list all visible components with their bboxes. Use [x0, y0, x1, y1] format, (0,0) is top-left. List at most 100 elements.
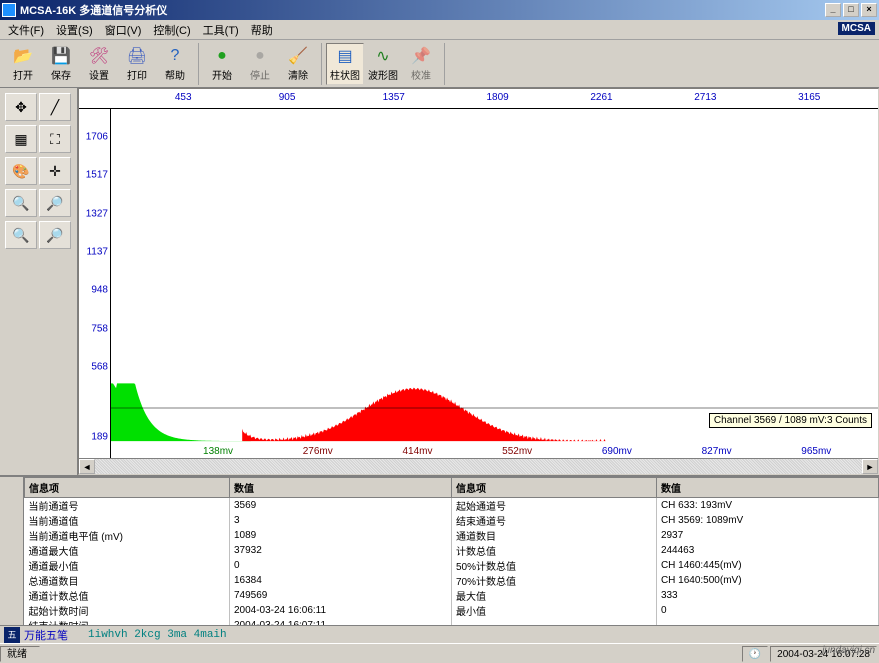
- palette-zoom-out2-button[interactable]: 🔎: [39, 221, 71, 249]
- chart-yaxis: 1706151713271137948758568189: [79, 109, 111, 458]
- palette-zoom-in2-button[interactable]: 🔎: [39, 189, 71, 217]
- palette-grid-button[interactable]: ▦: [5, 125, 37, 153]
- clear-button[interactable]: 🧹清除: [279, 43, 317, 85]
- menu-help[interactable]: 帮助: [245, 20, 279, 40]
- calib-button: 📌校准: [402, 43, 440, 85]
- table-cell: 当前通道号: [25, 498, 230, 514]
- chart-plot[interactable]: 138mv276mv414mv552mv690mv827mv965mv Chan…: [111, 109, 878, 458]
- wave-chart-icon: ∿: [373, 46, 393, 66]
- help-icon: ?: [165, 46, 185, 66]
- table-row: 当前通道号3569起始通道号CH 633: 193mV: [25, 498, 879, 514]
- watermark: jundayiqi.cn: [822, 645, 875, 656]
- print-button[interactable]: 🖨打印: [118, 43, 156, 85]
- calib-icon: 📌: [411, 46, 431, 66]
- table-cell: 244463: [656, 543, 878, 558]
- app-icon: [2, 3, 16, 17]
- table-header[interactable]: 数值: [229, 478, 451, 498]
- menu-control[interactable]: 控制(C): [147, 20, 196, 40]
- table-header[interactable]: 数值: [656, 478, 878, 498]
- palette-center-button[interactable]: ✛: [39, 157, 71, 185]
- ime-icon[interactable]: 五: [4, 627, 20, 643]
- table-cell: 起始计数时间: [25, 603, 230, 618]
- table-cell: 3: [229, 513, 451, 528]
- tool-palette: ✥╱▦⛶🎨✛🔍🔎🔍🔎: [0, 88, 78, 475]
- scroll-right-button[interactable]: ►: [862, 459, 878, 474]
- xaxis-mv-label: 138mv: [203, 446, 233, 457]
- table-cell: 通道数目: [451, 528, 656, 543]
- table-cell: [451, 618, 656, 625]
- table-cell: 0: [229, 558, 451, 573]
- table-header[interactable]: 信息项: [25, 478, 230, 498]
- palette-move-button[interactable]: ✥: [5, 93, 37, 121]
- table-cell: 37932: [229, 543, 451, 558]
- table-cell: 1089: [229, 528, 451, 543]
- setup-label: 设置: [89, 67, 109, 82]
- xtick-label: 1357: [383, 92, 405, 103]
- help-label: 帮助: [165, 67, 185, 82]
- help-button[interactable]: ?帮助: [156, 43, 194, 85]
- table-cell: 总通道数目: [25, 573, 230, 588]
- palette-zoom-in-button[interactable]: 🔍: [5, 189, 37, 217]
- clear-icon: 🧹: [288, 46, 308, 66]
- wave-chart-button[interactable]: ∿波形图: [364, 43, 402, 85]
- start-button[interactable]: ●开始: [203, 43, 241, 85]
- table-row: 总通道数目1638470%计数总值CH 1640:500(mV): [25, 573, 879, 588]
- minimize-button[interactable]: _: [825, 3, 841, 17]
- scroll-left-button[interactable]: ◄: [79, 459, 95, 474]
- xaxis-mv-label: 552mv: [502, 446, 532, 457]
- menu-tools[interactable]: 工具(T): [197, 20, 245, 40]
- ytick-label: 948: [91, 285, 108, 296]
- table-cell: 起始通道号: [451, 498, 656, 514]
- chart-hscrollbar[interactable]: ◄ ►: [79, 458, 878, 474]
- palette-draw-button[interactable]: ╱: [39, 93, 71, 121]
- close-button[interactable]: ×: [861, 3, 877, 17]
- table-cell: 749569: [229, 588, 451, 603]
- setup-button[interactable]: 🛠设置: [80, 43, 118, 85]
- xaxis-mv-label: 965mv: [801, 446, 831, 457]
- table-cell: 0: [656, 603, 878, 618]
- toolbar: 📂打开💾保存🛠设置🖨打印?帮助●开始●停止🧹清除▤柱状图∿波形图📌校准: [0, 40, 879, 88]
- bar-chart-button[interactable]: ▤柱状图: [326, 43, 364, 85]
- data-panel: 信息项数值信息项数值当前通道号3569起始通道号CH 633: 193mV当前通…: [0, 475, 879, 625]
- scroll-track[interactable]: [95, 459, 862, 474]
- menubar: 文件(F) 设置(S) 窗口(V) 控制(C) 工具(T) 帮助 MCSA: [0, 20, 879, 40]
- xtick-label: 3165: [798, 92, 820, 103]
- palette-zoom-region-button[interactable]: ⛶: [39, 125, 71, 153]
- maximize-button[interactable]: □: [843, 3, 859, 17]
- setup-icon: 🛠: [89, 46, 109, 66]
- ime-name: 万能五笔: [24, 627, 68, 643]
- table-header[interactable]: 信息项: [451, 478, 656, 498]
- ytick-label: 1327: [86, 208, 108, 219]
- save-button[interactable]: 💾保存: [42, 43, 80, 85]
- calib-label: 校准: [411, 67, 431, 82]
- table-cell: 2004-03-24 16:07:11: [229, 618, 451, 625]
- palette-colors-button[interactable]: 🎨: [5, 157, 37, 185]
- start-icon: ●: [212, 46, 232, 66]
- ytick-label: 1706: [86, 131, 108, 142]
- table-row: 结束计数时间2004-03-24 16:07:11: [25, 618, 879, 625]
- window-title: MCSA-16K 多通道信号分析仪: [20, 2, 823, 18]
- palette-zoom-out-button[interactable]: 🔍: [5, 221, 37, 249]
- menu-window[interactable]: 窗口(V): [99, 20, 148, 40]
- xaxis-mv-label: 690mv: [602, 446, 632, 457]
- table-cell: 结束通道号: [451, 513, 656, 528]
- table-cell: 最小值: [451, 603, 656, 618]
- bar-chart-icon: ▤: [335, 46, 355, 66]
- xaxis-mv-label: 276mv: [303, 446, 333, 457]
- table-cell: 333: [656, 588, 878, 603]
- open-button[interactable]: 📂打开: [4, 43, 42, 85]
- xtick-label: 2713: [694, 92, 716, 103]
- save-label: 保存: [51, 67, 71, 82]
- data-table: 信息项数值信息项数值当前通道号3569起始通道号CH 633: 193mV当前通…: [24, 477, 879, 625]
- ytick-label: 189: [91, 432, 108, 443]
- menu-file[interactable]: 文件(F): [2, 20, 50, 40]
- table-cell: 计数总值: [451, 543, 656, 558]
- menu-settings[interactable]: 设置(S): [50, 20, 99, 40]
- titlebar: MCSA-16K 多通道信号分析仪 _ □ ×: [0, 0, 879, 20]
- clear-label: 清除: [288, 67, 308, 82]
- ytick-label: 568: [91, 362, 108, 373]
- statusbar: 就绪 🕐 2004-03-24 16:07:28: [0, 643, 879, 663]
- stop-icon: ●: [250, 46, 270, 66]
- table-cell: 结束计数时间: [25, 618, 230, 625]
- xtick-label: 1809: [486, 92, 508, 103]
